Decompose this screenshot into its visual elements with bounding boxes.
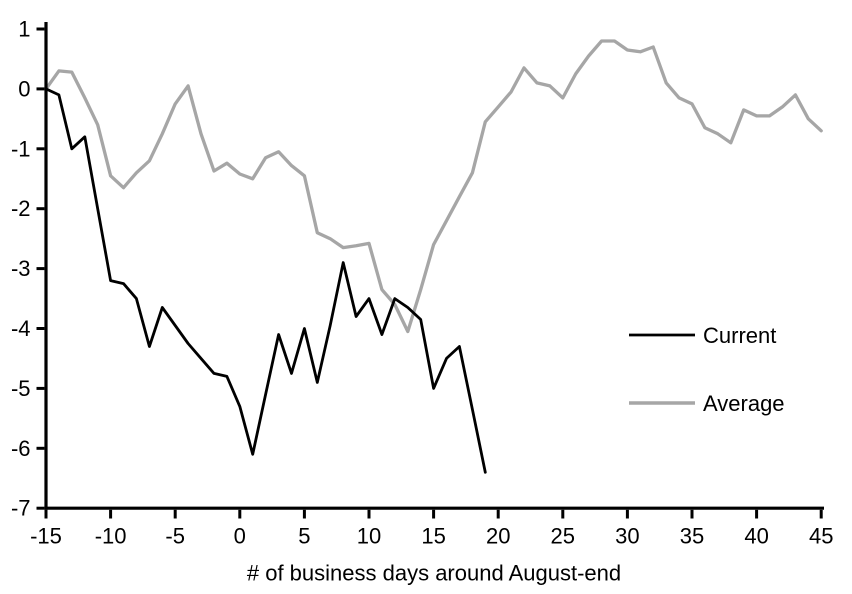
x-tick-label: -15 xyxy=(30,524,62,549)
legend: Current Average xyxy=(629,323,785,416)
x-tick-label: 10 xyxy=(357,524,381,549)
x-axis-title: # of business days around August-end xyxy=(247,561,621,586)
x-tick-label: 45 xyxy=(809,524,833,549)
x-tick-label: 15 xyxy=(421,524,445,549)
y-tick-label: 0 xyxy=(18,76,30,101)
x-tick-label: 0 xyxy=(234,524,246,549)
x-tick-label: 40 xyxy=(744,524,768,549)
y-tick-label: -6 xyxy=(11,436,31,461)
y-tick-label: -1 xyxy=(11,136,31,161)
x-tick-label: 5 xyxy=(298,524,310,549)
tick-layer: 10-1-2-3-4-5-6-7-15 -10 -5 0 5 10 15 20 25 30 35 40… xyxy=(11,17,834,549)
x-tick-label: 20 xyxy=(486,524,510,549)
x-tick-label: 30 xyxy=(615,524,639,549)
y-tick-label: -5 xyxy=(11,376,31,401)
y-tick-label: -4 xyxy=(11,316,31,341)
y-tick-label: 1 xyxy=(18,17,30,42)
x-tick-label: 35 xyxy=(680,524,704,549)
y-tick-label: -7 xyxy=(11,496,31,521)
x-tick-label: -5 xyxy=(165,524,185,549)
legend-average-label: Average xyxy=(703,391,785,416)
series-layer xyxy=(44,39,823,474)
y-tick-label: -3 xyxy=(11,256,31,281)
y-tick-label: -2 xyxy=(11,196,31,221)
x-tick-label: -10 xyxy=(95,524,127,549)
legend-current-label: Current xyxy=(703,323,776,348)
series-current-line xyxy=(44,87,487,474)
series-average-line xyxy=(44,39,823,334)
x-tick-label: 25 xyxy=(551,524,575,549)
